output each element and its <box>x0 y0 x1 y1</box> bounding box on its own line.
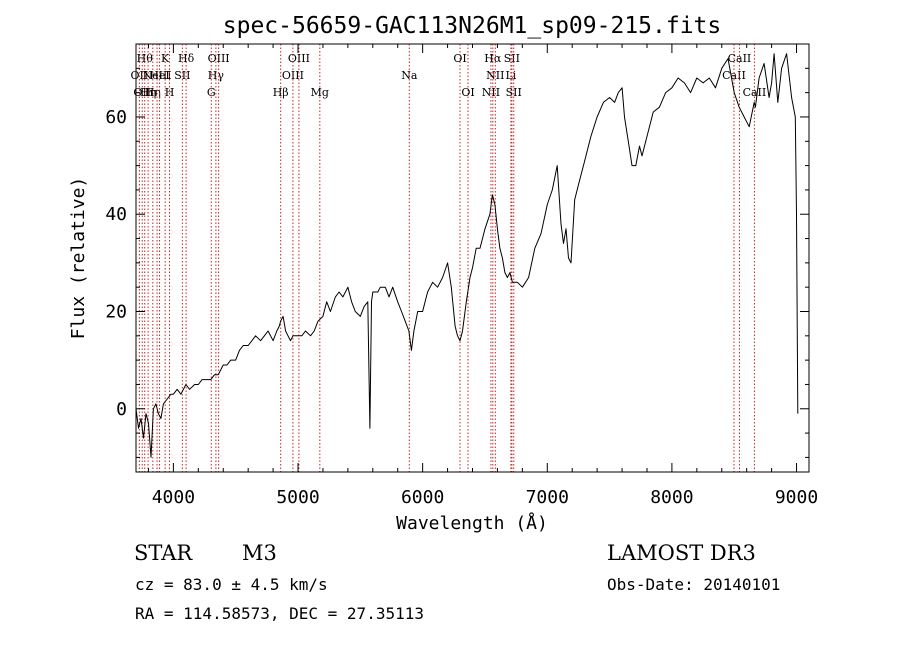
x-tick-label: 6000 <box>401 487 444 508</box>
obs-date: Obs-Date: 20140101 <box>607 575 780 594</box>
object-subclass: M3 <box>242 541 277 565</box>
line-marker-label: Na <box>401 69 418 82</box>
line-marker-label: Hη <box>140 86 156 99</box>
line-marker-label: HeI <box>149 69 169 82</box>
line-marker-label: OII <box>131 69 149 82</box>
x-tick-label: 7000 <box>526 487 569 508</box>
flux-line <box>135 53 799 458</box>
y-tick-label: 20 <box>105 302 127 323</box>
line-marker-label: Hγ <box>208 69 225 82</box>
line-marker-label: OII <box>133 86 151 99</box>
line-marker-label: OI <box>461 86 474 99</box>
line-marker-label: OIII <box>288 52 310 65</box>
x-tick-label: 9000 <box>775 487 818 508</box>
y-axis-label: Flux (relative) <box>68 177 89 340</box>
line-marker-label: Li <box>505 69 516 82</box>
line-marker-label: NII <box>482 86 500 99</box>
line-marker-label: Mg <box>311 86 329 99</box>
line-marker-label: SII <box>506 86 522 99</box>
line-marker-label: CaII <box>728 52 752 65</box>
flux-series <box>135 53 799 458</box>
y-tick-label: 0 <box>116 399 127 420</box>
x-tick-label: 8000 <box>650 487 693 508</box>
y-axis: 0 20 40 60 <box>105 67 809 458</box>
redshift-info: cz = 83.0 ± 4.5 km/s <box>135 575 328 594</box>
line-marker-label: SII <box>174 69 190 82</box>
line-marker-label: K <box>161 52 170 65</box>
plot-frame <box>135 43 810 473</box>
line-marker-label: CaII <box>722 69 746 82</box>
line-marker-label: H <box>165 86 175 99</box>
x-axis-label: Wavelength (Å) <box>396 512 548 534</box>
survey-name: LAMOST DR3 <box>607 541 756 565</box>
line-marker-label: CaII <box>743 86 767 99</box>
line-marker-label: Hθ <box>137 52 154 65</box>
line-marker-label: Hδ <box>178 52 195 65</box>
line-marker-label: Hβ <box>273 86 289 99</box>
x-tick-label: 4000 <box>152 487 195 508</box>
x-tick-label: 5000 <box>276 487 319 508</box>
line-marker-label: G <box>207 86 216 99</box>
line-marker-label: Hα <box>484 52 502 65</box>
y-tick-label: 60 <box>105 107 127 128</box>
line-marker-label: SII <box>504 52 520 65</box>
line-marker-label: OIII <box>282 69 304 82</box>
x-axis: 4000 5000 6000 7000 8000 9000 <box>147 44 818 508</box>
line-marker-label: NII <box>486 69 504 82</box>
line-marker-label: OIII <box>208 52 230 65</box>
y-tick-label: 40 <box>105 204 127 225</box>
line-marker-label: OI <box>453 52 466 65</box>
line-marker-label: NeIII <box>142 69 171 82</box>
line-marker-label: Hη <box>145 86 161 99</box>
chart-title: spec-56659-GAC113N26M1_sp09-215.fits <box>223 13 722 39</box>
object-class: STAR <box>134 541 193 565</box>
coordinates: RA = 114.58573, DEC = 27.35113 <box>135 604 424 623</box>
